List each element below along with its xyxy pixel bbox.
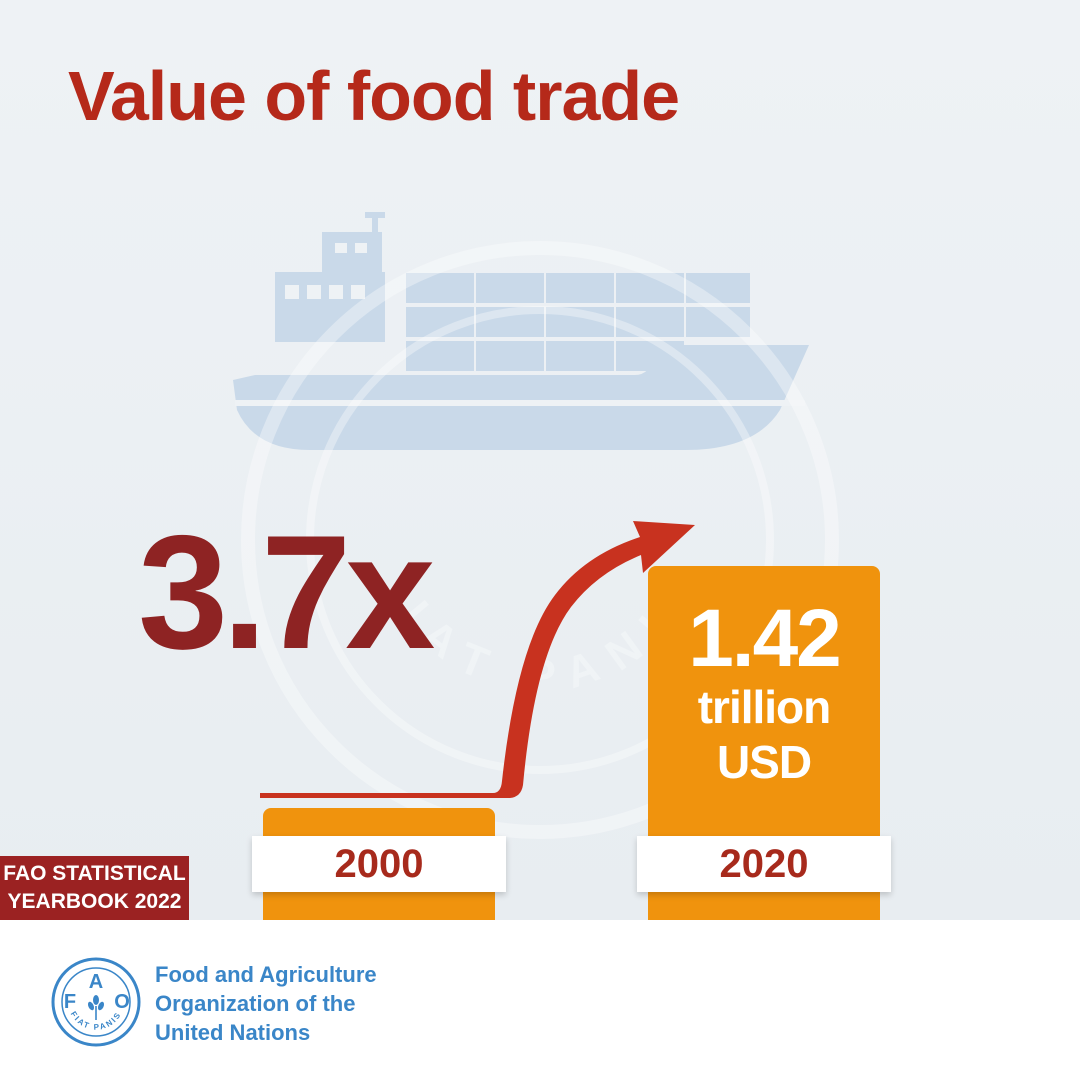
infographic-panel: Value of food trade [0, 0, 1080, 920]
growth-arrow-icon [260, 521, 695, 798]
logo-letter-f: F [64, 991, 76, 1013]
page-title: Value of food trade [68, 57, 680, 135]
trade-unit-line1: trillion [697, 681, 832, 733]
year-label-2020: 2020 [637, 836, 891, 892]
fao-watermark-icon: FIAT PANIS [240, 240, 839, 839]
badge-line1: FAO STATISTICAL [3, 862, 186, 885]
org-name-line2: Organization of the [155, 991, 356, 1016]
trade-value: 1.42 [688, 593, 842, 684]
org-name-line1: Food and Agriculture [155, 962, 377, 987]
footer: F A O FIAT PANIS Food and Agriculture Or… [0, 920, 1080, 1080]
growth-multiplier: 3.7x [138, 502, 435, 683]
logo-letter-a: A [89, 971, 103, 993]
cargo-ship-icon [233, 212, 809, 450]
badge-line2: YEARBOOK 2022 [7, 890, 182, 913]
org-name: Food and Agriculture Organization of the… [155, 960, 377, 1047]
logo-letter-o: O [114, 991, 130, 1013]
fao-logo-icon: F A O FIAT PANIS [51, 957, 141, 1047]
yearbook-badge: FAO STATISTICAL YEARBOOK 2022 [0, 856, 189, 920]
year-label-2000: 2000 [252, 836, 506, 892]
org-name-line3: United Nations [155, 1020, 311, 1045]
trade-unit-line2: USD [716, 736, 812, 789]
bar-2020-value: 1.42 trillion USD [648, 598, 880, 790]
